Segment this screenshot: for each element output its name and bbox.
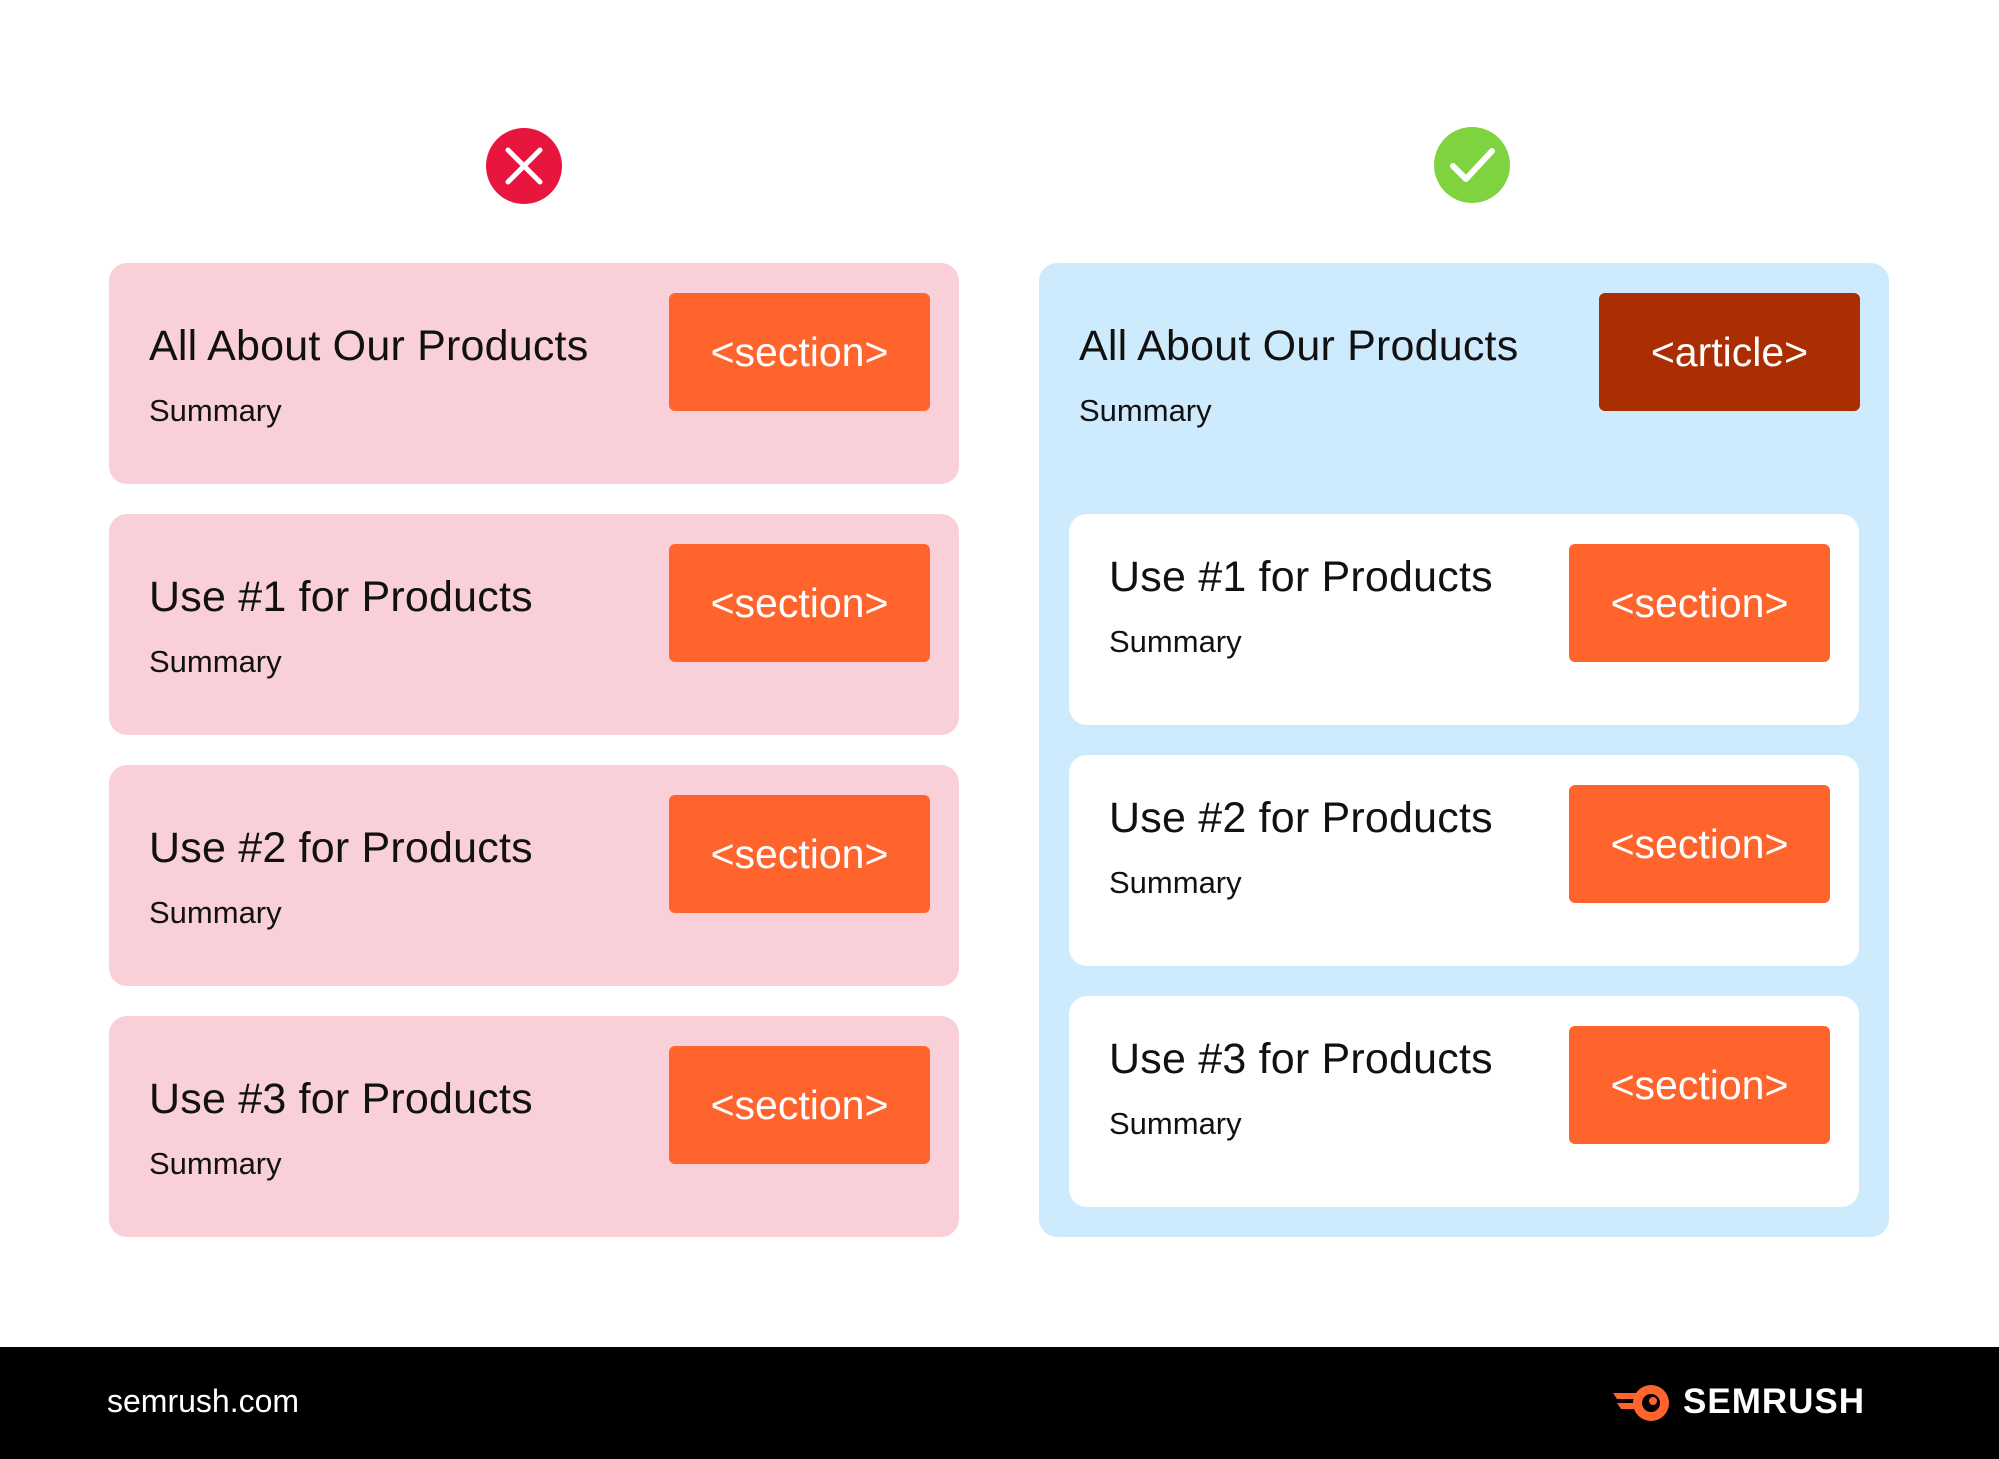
article-container: All About Our Products Summary <article>… [1039, 263, 1889, 1237]
card-summary: Summary [149, 1146, 282, 1181]
brand-name: SEMRUSH [1683, 1382, 1866, 1421]
article-tag: <article> [1599, 293, 1860, 411]
card-title: Use #1 for Products [149, 573, 533, 621]
section-tag: <section> [669, 293, 930, 411]
footer-bar: semrush.com SEMRUSH [0, 1347, 1999, 1459]
brand-logo[interactable]: SEMRUSH [1611, 1377, 1865, 1427]
card-summary: Summary [149, 393, 282, 428]
card-title: All About Our Products [149, 322, 589, 370]
section-tag: <section> [669, 795, 930, 913]
article-summary: Summary [1079, 393, 1212, 428]
card-title: Use #1 for Products [1109, 553, 1493, 601]
section-tag: <section> [1569, 785, 1830, 903]
nested-card-use-2: Use #2 for Products Summary <section> [1069, 755, 1859, 966]
section-tag: <section> [669, 544, 930, 662]
semrush-logo-icon [1613, 1385, 1669, 1421]
section-tag: <section> [1569, 544, 1830, 662]
footer-url[interactable]: semrush.com [107, 1383, 300, 1419]
article-title: All About Our Products [1079, 322, 1519, 370]
card-summary: Summary [1109, 865, 1242, 900]
card-summary: Summary [1109, 1106, 1242, 1141]
check-circle-icon [1434, 127, 1510, 203]
x-circle-icon [486, 128, 562, 204]
card-summary: Summary [149, 895, 282, 930]
card-title: Use #3 for Products [1109, 1035, 1493, 1083]
wrong-card-overview: All About Our Products Summary <section> [109, 263, 959, 484]
nested-card-use-1: Use #1 for Products Summary <section> [1069, 514, 1859, 725]
wrong-card-use-2: Use #2 for Products Summary <section> [109, 765, 959, 986]
card-summary: Summary [1109, 624, 1242, 659]
wrong-card-use-3: Use #3 for Products Summary <section> [109, 1016, 959, 1237]
card-summary: Summary [149, 644, 282, 679]
card-title: Use #3 for Products [149, 1075, 533, 1123]
card-title: Use #2 for Products [149, 824, 533, 872]
section-tag: <section> [1569, 1026, 1830, 1144]
wrong-card-use-1: Use #1 for Products Summary <section> [109, 514, 959, 735]
nested-card-use-3: Use #3 for Products Summary <section> [1069, 996, 1859, 1207]
card-title: Use #2 for Products [1109, 794, 1493, 842]
section-tag: <section> [669, 1046, 930, 1164]
